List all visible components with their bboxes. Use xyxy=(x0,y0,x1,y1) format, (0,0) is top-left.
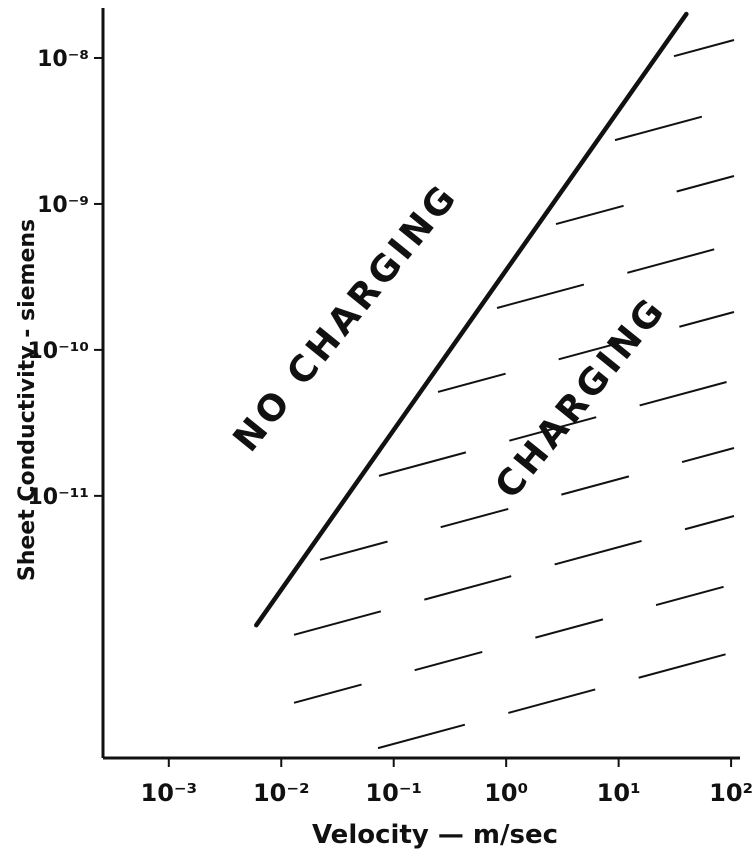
x-tick-label: 10⁰ xyxy=(484,779,528,807)
hatch-line xyxy=(377,651,735,750)
x-tick-label: 10¹ xyxy=(597,779,641,807)
y-axis-ticks: 10⁻⁸ 10⁻⁹ 10⁻¹⁰ 10⁻¹¹ xyxy=(28,47,103,510)
x-axis-ticks: 10⁻³ 10⁻² 10⁻¹ 10⁰ 10¹ 10² xyxy=(141,758,753,807)
x-axis-title: Velocity — m/sec xyxy=(312,820,558,850)
y-tick-label: 10⁻¹⁰ xyxy=(28,339,90,364)
x-tick-label: 10² xyxy=(709,779,753,807)
hatch-line xyxy=(293,515,735,636)
plot-series xyxy=(254,11,689,628)
hatch-line xyxy=(673,39,735,58)
x-tick-label: 10⁻² xyxy=(253,779,310,807)
y-tick-label: 10⁻⁸ xyxy=(37,47,89,72)
hatch-line xyxy=(378,379,735,477)
hatch-line xyxy=(437,311,735,393)
x-tick-label: 10⁻³ xyxy=(141,779,198,807)
hatch-line xyxy=(496,243,735,309)
hatch-line xyxy=(293,583,735,704)
y-tick-label: 10⁻¹¹ xyxy=(28,485,90,510)
y-axis-title: Sheet Conductivity - siemens xyxy=(15,219,40,581)
charging-region-hatching xyxy=(293,39,735,750)
boundary-line xyxy=(254,11,689,628)
hatch-line xyxy=(555,175,735,226)
y-tick-label: 10⁻⁹ xyxy=(37,193,89,218)
region-label-no-charging: NO CHARGING xyxy=(226,176,467,460)
hatch-line xyxy=(614,107,735,142)
region-label-charging: CHARGING xyxy=(487,289,674,507)
x-tick-label: 10⁻¹ xyxy=(365,779,422,807)
